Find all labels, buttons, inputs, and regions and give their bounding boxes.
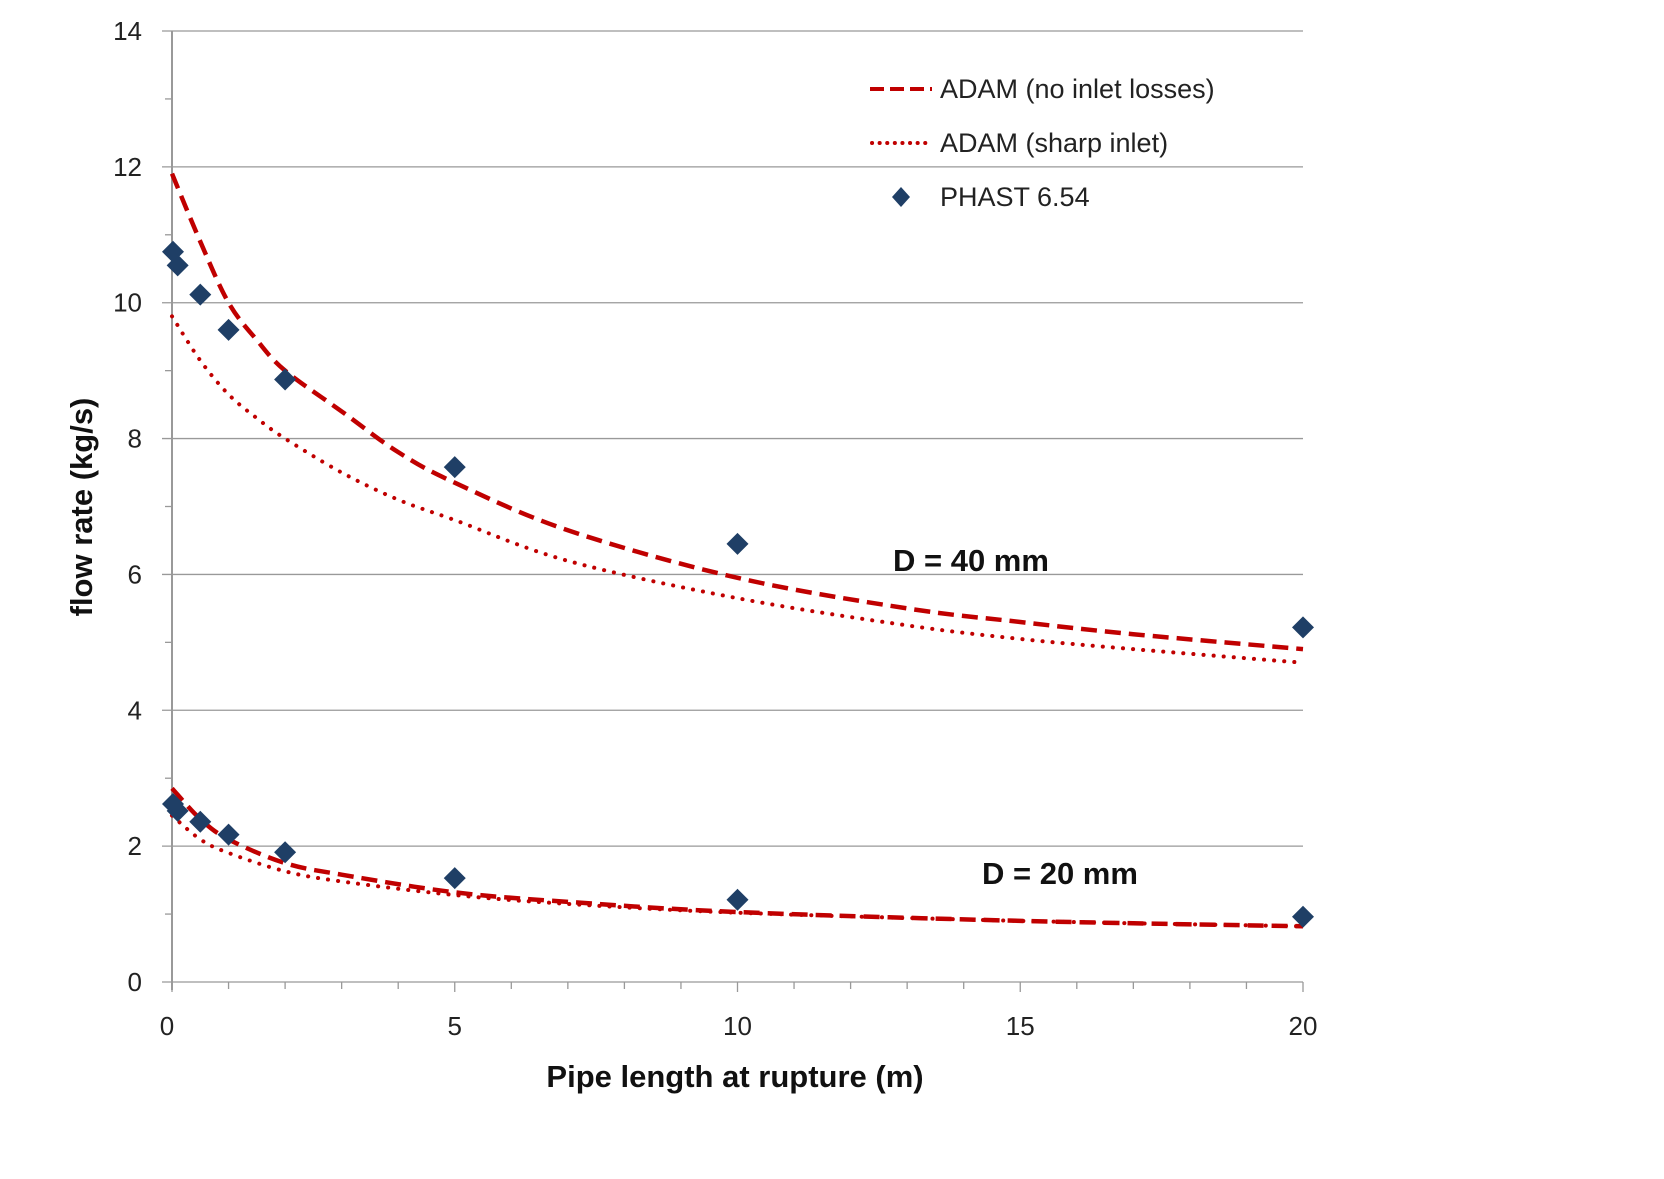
- phast-point: [443, 867, 466, 890]
- phast-point: [726, 888, 749, 911]
- phast-point: [1292, 616, 1314, 639]
- x-tick-label: 20: [1289, 1011, 1318, 1041]
- phast-point: [217, 823, 240, 846]
- x-tick-label: 5: [448, 1011, 462, 1041]
- phast-point: [166, 254, 189, 277]
- adam-no-inlet-curve: [169, 172, 1304, 652]
- grid-lines: [162, 30, 1303, 983]
- annotation-d20: D = 20 mm: [982, 856, 1138, 891]
- y-tick-label: 12: [113, 152, 142, 182]
- y-tick-label: 14: [113, 16, 142, 46]
- series-layer: [162, 172, 1314, 929]
- legend-label-sharp-inlet: ADAM (sharp inlet): [940, 128, 1168, 158]
- legend-label-no-inlet: ADAM (no inlet losses): [940, 74, 1215, 104]
- x-tick-label: 10: [723, 1011, 752, 1041]
- y-axis-title: flow rate (kg/s): [64, 398, 99, 617]
- x-tick-label: 15: [1006, 1011, 1035, 1041]
- phast-point: [189, 283, 212, 306]
- legend-label-phast: PHAST 6.54: [940, 182, 1090, 212]
- y-tick-label: 6: [128, 559, 142, 589]
- annotation-d40: D = 40 mm: [893, 543, 1049, 578]
- phast-point: [166, 799, 189, 822]
- y-tick-label: 2: [128, 831, 142, 861]
- y-tick-label: 8: [128, 424, 142, 454]
- y-tick-label: 0: [128, 967, 142, 997]
- phast-point: [189, 810, 212, 833]
- legend: ADAM (no inlet losses) ADAM (sharp inlet…: [870, 74, 1215, 212]
- axes: 0 2 4 6 8 10 12 14 0 5 10 15 20: [113, 16, 1317, 1041]
- legend-diamond-swatch: [892, 187, 910, 207]
- x-tick-label: 0: [160, 1011, 174, 1041]
- y-tick-label: 4: [128, 695, 142, 725]
- x-axis-title: Pipe length at rupture (m): [546, 1059, 923, 1094]
- phast-point: [1292, 905, 1314, 928]
- phast-point: [274, 841, 297, 864]
- phast-point: [726, 532, 749, 555]
- adam-sharp-inlet-curve: [170, 314, 1305, 665]
- phast-point: [274, 368, 297, 391]
- phast-point: [443, 456, 466, 479]
- y-tick-label: 10: [113, 288, 142, 318]
- phast-point: [217, 318, 240, 341]
